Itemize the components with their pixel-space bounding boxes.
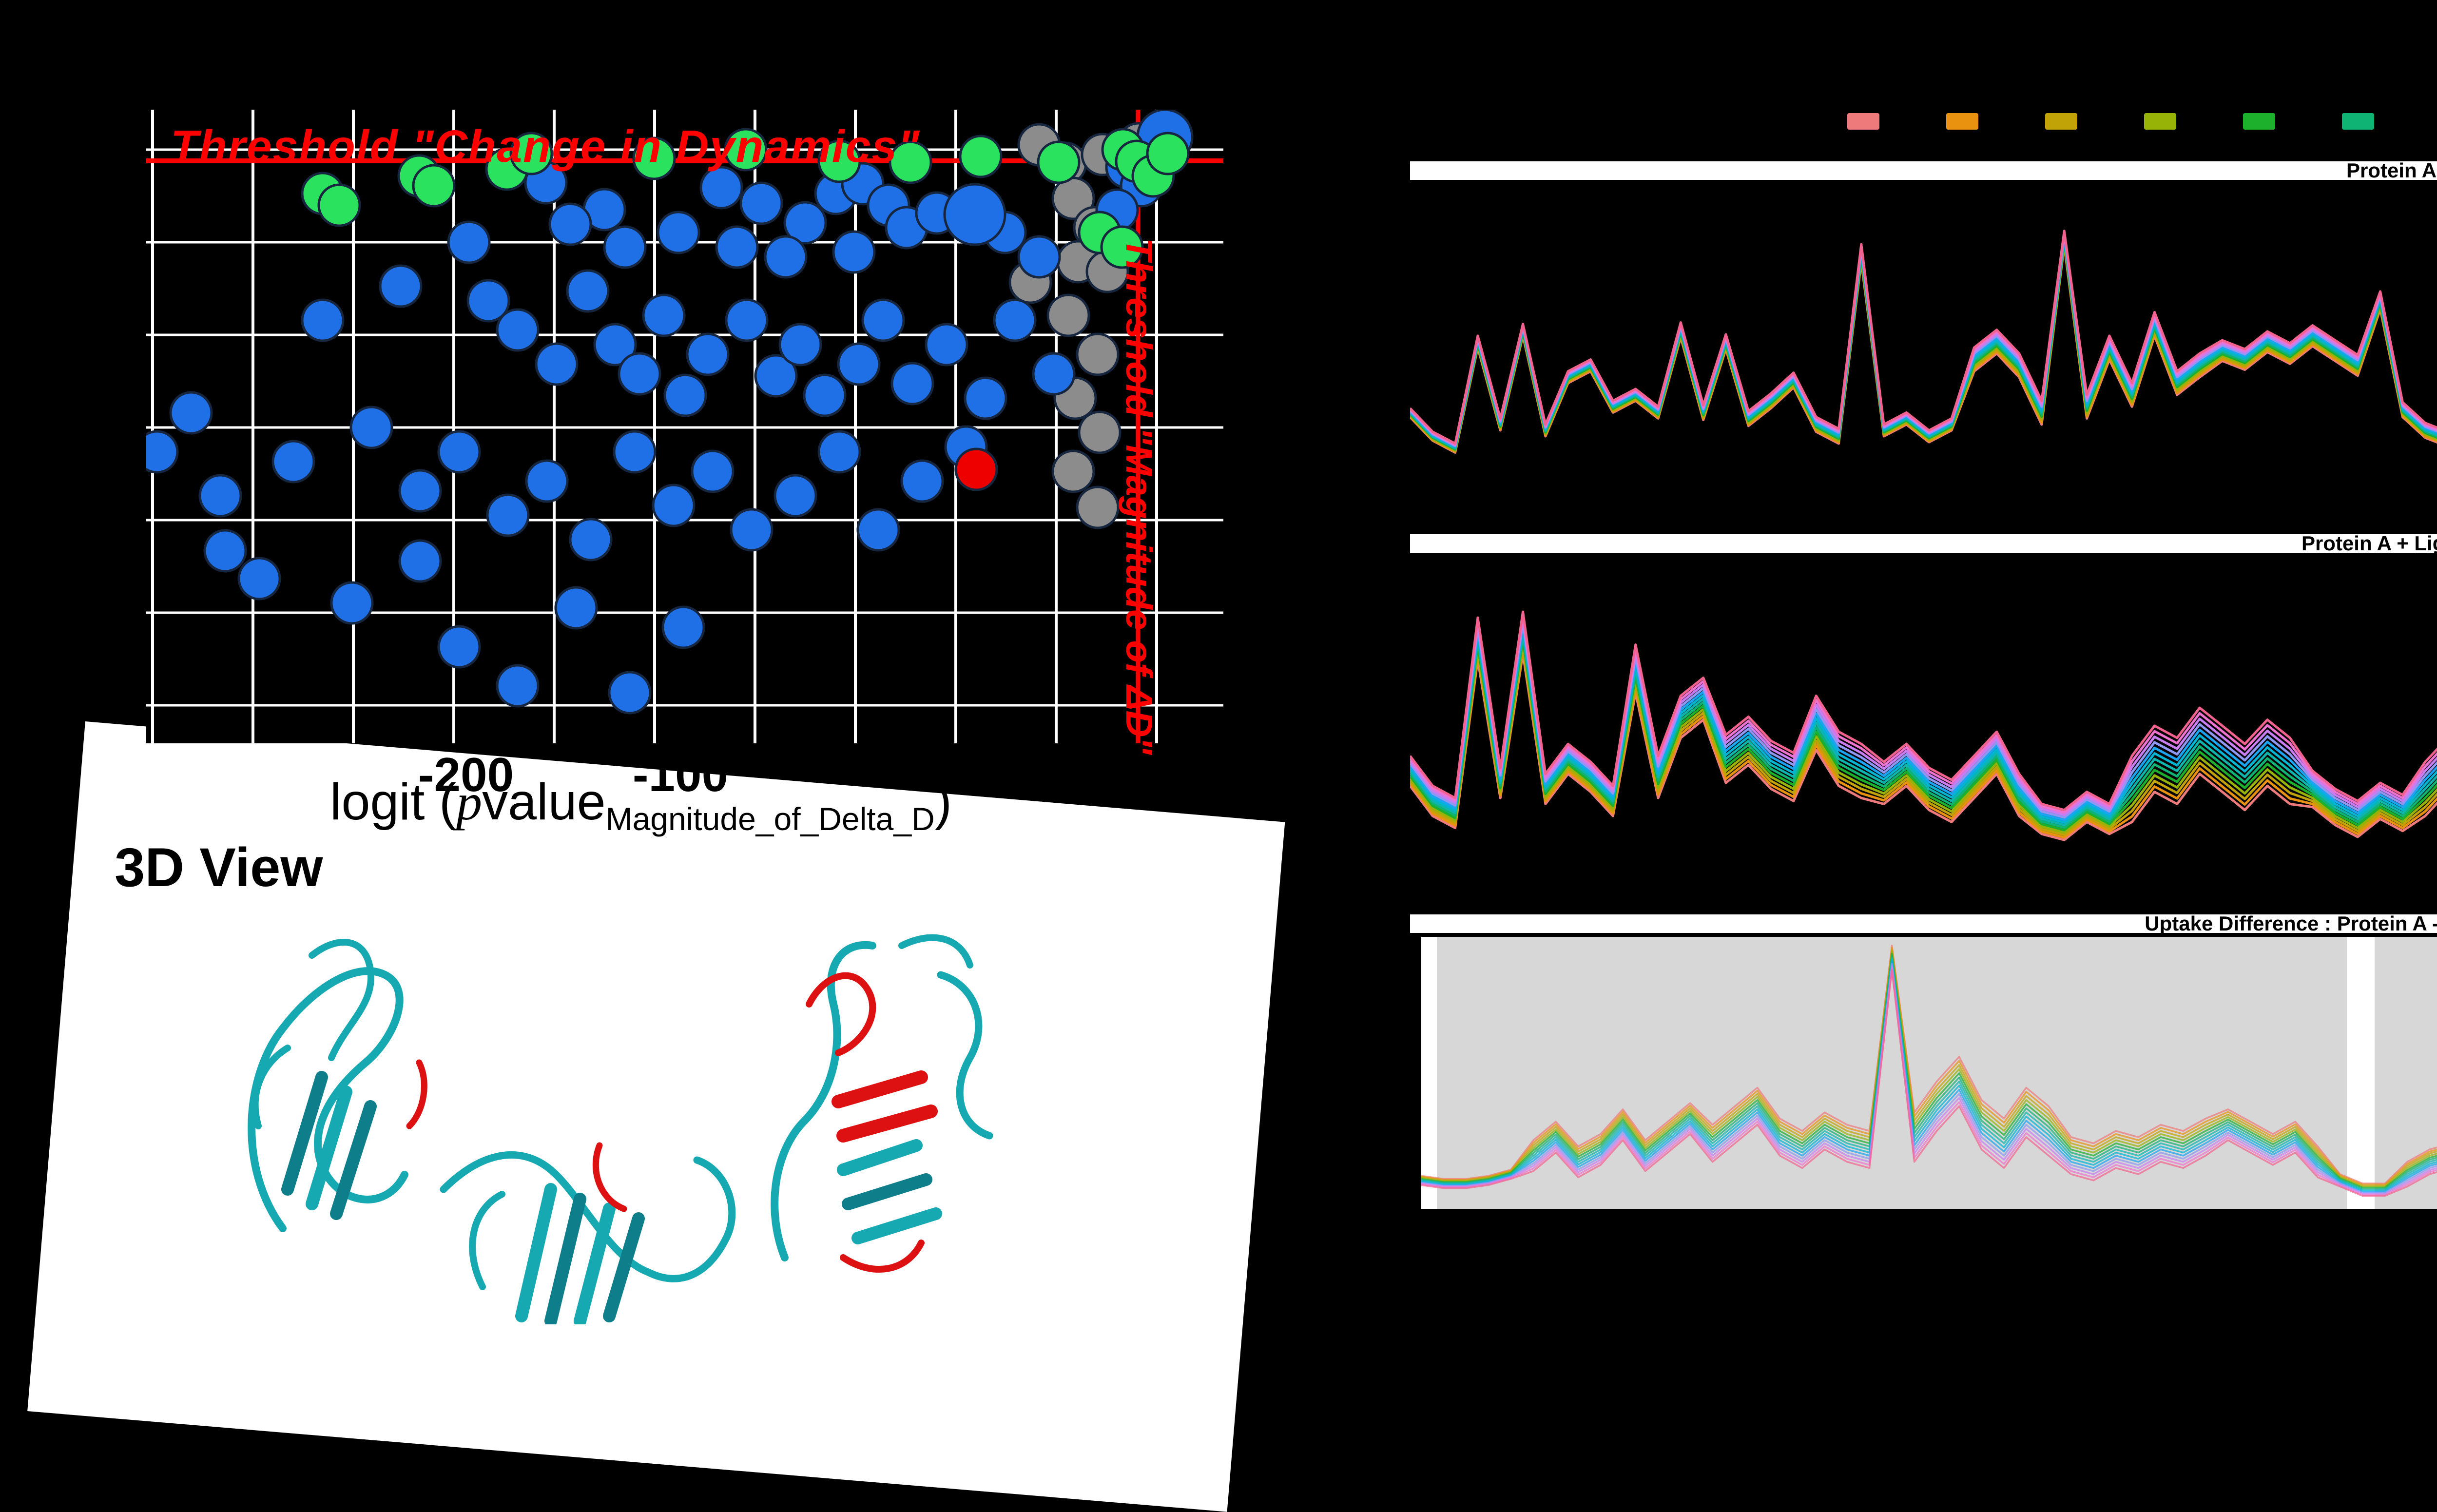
volcano-title: Threshold "Change in Dynamics" bbox=[171, 121, 921, 172]
xlabel-italic-p: p bbox=[456, 774, 483, 831]
volcano-x-tick: -200 bbox=[418, 748, 514, 801]
exposure-time-legend bbox=[1847, 113, 2437, 131]
legend-swatch[interactable] bbox=[2342, 113, 2374, 130]
legend-swatch[interactable] bbox=[2045, 113, 2077, 130]
legend-swatch[interactable] bbox=[1946, 113, 1978, 130]
protein-ribbon-image[interactable] bbox=[210, 916, 1087, 1324]
app-canvas: 3D View Threshold "Change in Dynamics" T… bbox=[27, 110, 2437, 1512]
xlabel-subscript: Magnitude_of_Delta_D bbox=[605, 801, 935, 837]
uptake-chart-protein-a[interactable] bbox=[1410, 184, 2437, 525]
panel-title-text: Protein A + Ligand bbox=[2301, 532, 2437, 555]
xlabel-post: ) bbox=[934, 773, 952, 831]
panel-title-protein-a: Protein A bbox=[1410, 159, 2437, 182]
panel-title-protein-a-ligand: Protein A + Ligand bbox=[1410, 532, 2437, 555]
panel-title-uptake-difference: Uptake Difference : Protein A - (Protein… bbox=[1410, 912, 2437, 935]
xlabel-pre: logit ( bbox=[329, 773, 457, 831]
volcano-plot[interactable] bbox=[146, 110, 1223, 743]
panel-title-text: Protein A bbox=[2346, 159, 2437, 182]
panel-title-text: Uptake Difference : Protein A - (Protein… bbox=[2145, 912, 2437, 935]
uptake-difference-chart[interactable] bbox=[1421, 937, 2437, 1209]
legend-swatch[interactable] bbox=[2243, 113, 2275, 130]
protein-red-ribbon bbox=[406, 972, 938, 1273]
protein-teal-ribbon bbox=[248, 934, 993, 1324]
volcano-x-axis-label: logit (pvalueMagnitude_of_Delta_D) bbox=[330, 773, 952, 837]
3d-view-title: 3D View bbox=[115, 837, 323, 898]
legend-swatch[interactable] bbox=[1847, 113, 1879, 130]
xlabel-mid: value bbox=[482, 773, 606, 831]
volcano-x-tick: -100 bbox=[632, 748, 729, 801]
volcano-vertical-threshold-label: Threshold "Magnitude of ΔD" bbox=[1118, 238, 1160, 755]
legend-swatch[interactable] bbox=[2144, 113, 2176, 130]
uptake-chart-protein-a-ligand[interactable] bbox=[1410, 557, 2437, 904]
